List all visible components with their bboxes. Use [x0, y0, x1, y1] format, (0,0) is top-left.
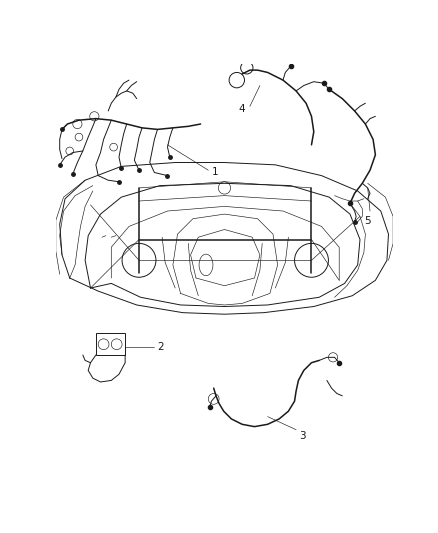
Text: 3: 3	[299, 431, 306, 441]
Bar	[96, 334, 125, 355]
Text: 4: 4	[239, 104, 245, 115]
Text: 1: 1	[212, 167, 218, 177]
Text: 5: 5	[364, 216, 371, 227]
Text: 2: 2	[158, 342, 164, 352]
